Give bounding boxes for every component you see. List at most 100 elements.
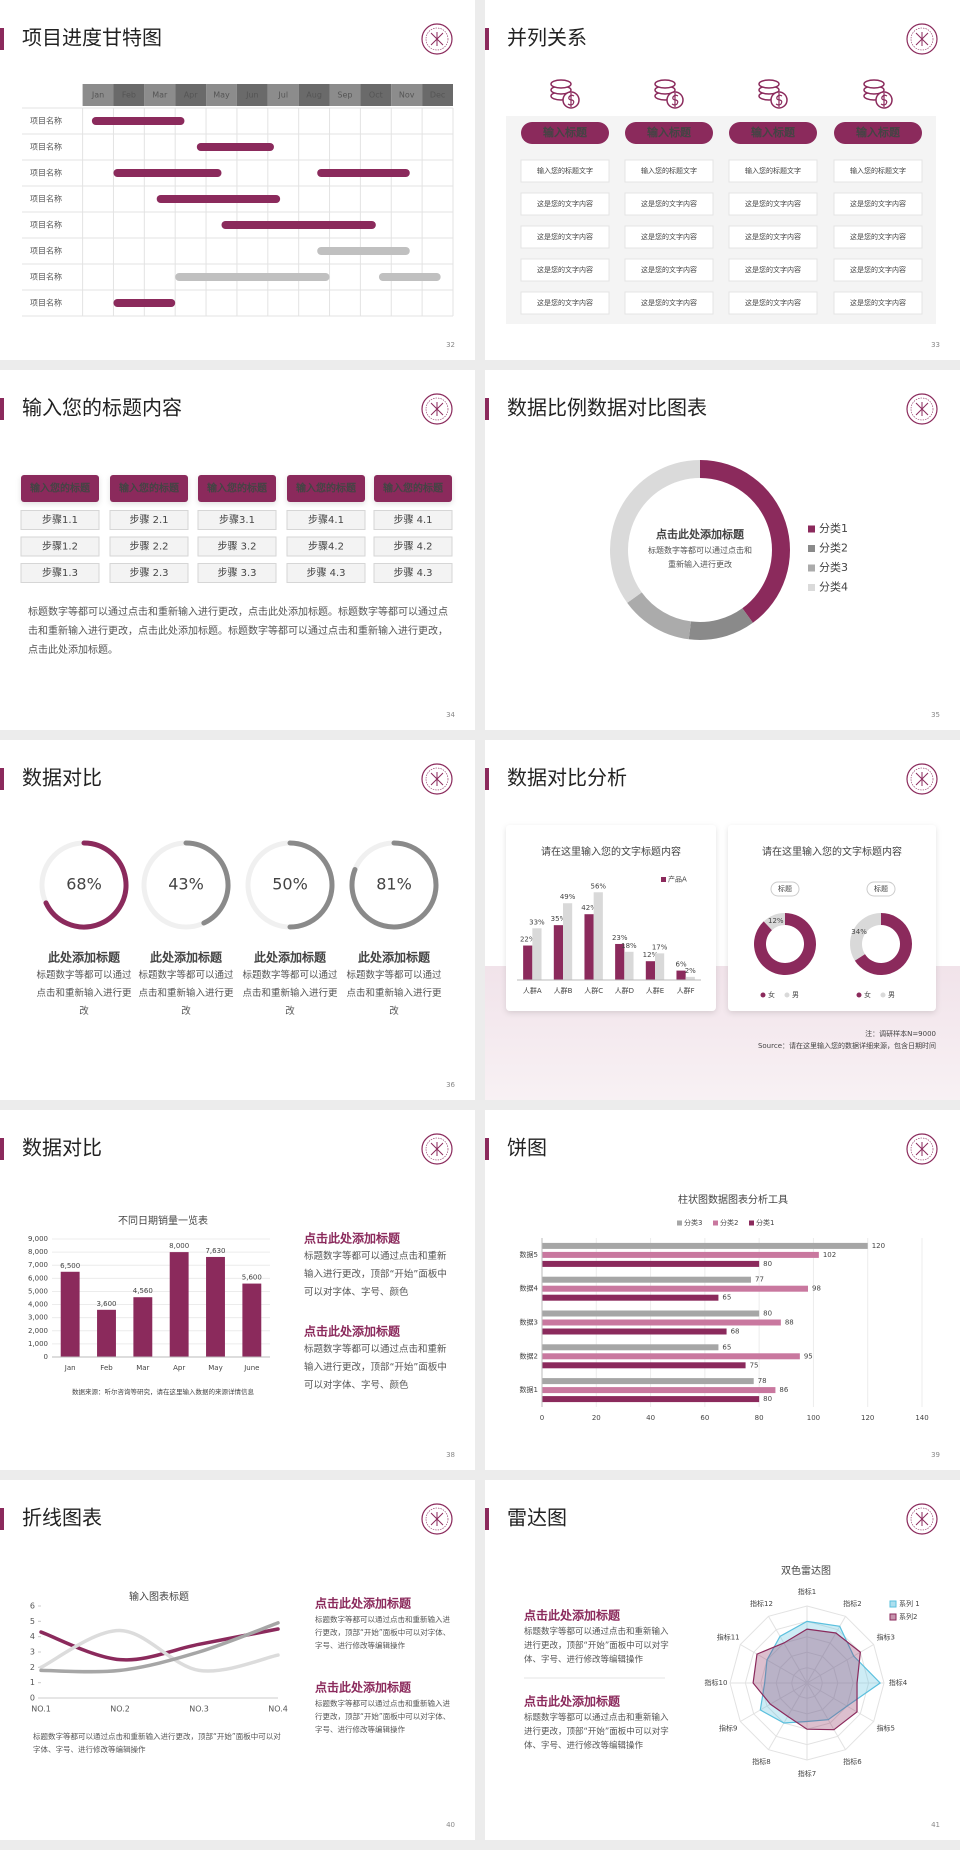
step-box — [20, 510, 100, 530]
radar-axis-label: 指标5 — [877, 1724, 895, 1733]
y-tick-label: 8,000 — [28, 1248, 48, 1256]
progress-label: 43% — [168, 875, 204, 894]
month-header — [82, 84, 114, 106]
item-box — [833, 291, 923, 315]
header-pill — [521, 122, 609, 144]
step-text: 步骤 4.3 — [393, 567, 432, 579]
item-box — [833, 258, 923, 282]
value-label: 75 — [750, 1361, 759, 1369]
panel-title: 请在这里输入您的文字标题内容 — [762, 845, 902, 858]
bar — [615, 943, 625, 980]
radar-spoke — [806, 1682, 874, 1722]
panel-background — [506, 116, 936, 324]
radar-axis-label: 指标11 — [717, 1633, 740, 1642]
month-label: May — [213, 91, 230, 100]
bar — [542, 1344, 719, 1351]
chart-title: 输入图表标题 — [129, 1590, 189, 1603]
month-label: Nov — [399, 91, 415, 100]
step-text: 步骤1.2 — [42, 541, 78, 553]
bar — [532, 928, 542, 980]
bar — [542, 1260, 760, 1267]
value-label: 17% — [652, 943, 668, 951]
step-box — [20, 536, 100, 557]
item-text: 这是您的文字内容 — [537, 232, 593, 241]
bar — [563, 903, 573, 980]
bar — [676, 970, 686, 980]
progress-arc — [43, 840, 129, 930]
label-pill — [770, 881, 800, 897]
donut-segment — [700, 460, 790, 623]
logo — [915, 1512, 929, 1526]
x-tick-label: 140 — [915, 1414, 928, 1422]
value-label: 33% — [529, 918, 545, 926]
value-label: 49% — [560, 893, 576, 901]
chart-title: 双色雷达图 — [781, 1564, 831, 1577]
text-body: 标题数字等都可以通过点击和重新输入进行更改，顶部“开始”面板中可以对字体、字号、… — [315, 1615, 451, 1650]
month-header — [329, 84, 361, 106]
y-tick-label: 3,000 — [28, 1314, 48, 1322]
line-series — [39, 1621, 280, 1674]
header-box — [374, 475, 452, 502]
y-tick-label: 3 — [30, 1648, 35, 1657]
logo — [915, 32, 929, 46]
slide-title: 数据对比分析 — [507, 766, 627, 790]
radar-axis-label: 指标3 — [877, 1633, 895, 1642]
slide: 项目进度甘特图 32 Jan Feb Mar Apr May Jun Jul Aug Sep Oct N… — [0, 0, 475, 360]
column-header: 输入标题 — [751, 125, 796, 139]
step-text: 步骤1.3 — [42, 567, 78, 579]
bar — [97, 1309, 116, 1357]
body-text: 标题数字等都可以通过点击和重新输入进行更改，点击此处添加标题。标题数字等都可以通… — [28, 607, 448, 656]
logo — [425, 767, 449, 791]
value-label: 3,600 — [96, 1300, 116, 1308]
radar-spoke — [806, 1616, 846, 1684]
coin-icon — [550, 79, 572, 89]
legend-label: 分类1 — [819, 521, 848, 535]
x-tick-label: 20 — [592, 1414, 601, 1422]
text-heading: 点击此处添加标题 — [315, 1680, 412, 1695]
gantt-bar — [378, 273, 441, 281]
row-label: 项目名称 — [30, 116, 62, 126]
radar-axis-label: 指标4 — [889, 1678, 908, 1687]
radar-axis-label: 指标9 — [719, 1724, 737, 1733]
row-label: 项目名称 — [30, 272, 62, 282]
title-accent — [485, 28, 489, 50]
slide-background — [0, 740, 475, 1100]
item-text: 这是您的文字内容 — [641, 265, 697, 274]
item-text: 标题数字等都可以通过点击和重新输入进行更改 — [36, 970, 132, 1017]
bar — [542, 1319, 781, 1326]
item-text: 这是您的文字内容 — [745, 232, 801, 241]
value-label: 23% — [612, 934, 628, 942]
month-label: Aug — [306, 91, 322, 100]
slide: 数据对比 36 68% 43% 50% 81% 此处添加标题标题数字等都可以通过点击和重新输… — [0, 740, 475, 1100]
legend-label: 男 — [888, 991, 895, 999]
title-accent — [485, 1138, 489, 1160]
x-tick-label: 0 — [540, 1414, 544, 1422]
item-text: 这是您的文字内容 — [641, 232, 697, 241]
gantt-bar — [317, 247, 410, 255]
x-tick-label: 人群C — [584, 986, 603, 995]
step-box — [20, 563, 100, 583]
step-text: 步骤 4.2 — [393, 541, 432, 553]
item-text: 这是您的文字内容 — [850, 298, 906, 307]
item-text: 这是您的文字内容 — [850, 199, 906, 208]
item-box — [728, 258, 818, 282]
step-text: 步骤 4.1 — [393, 514, 432, 526]
bar — [242, 1283, 262, 1357]
x-tick-label: Apr — [173, 1364, 185, 1372]
bar — [584, 914, 594, 980]
x-tick-label: Mar — [136, 1364, 149, 1372]
slide-title: 数据比例数据对比图表 — [507, 396, 707, 420]
logo — [425, 1507, 449, 1531]
radar-axis-label: 指标8 — [752, 1757, 770, 1766]
value-label: 65 — [722, 1294, 731, 1302]
column-header: 输入您的标题 — [119, 482, 180, 495]
bar — [542, 1276, 751, 1283]
value-label: 6% — [676, 961, 687, 969]
value-label: 86 — [779, 1386, 788, 1394]
value-label: 42% — [581, 904, 597, 912]
value-label: 98 — [812, 1285, 821, 1293]
logo — [425, 1137, 449, 1161]
gantt-bar — [113, 169, 222, 177]
month-header — [298, 84, 330, 106]
